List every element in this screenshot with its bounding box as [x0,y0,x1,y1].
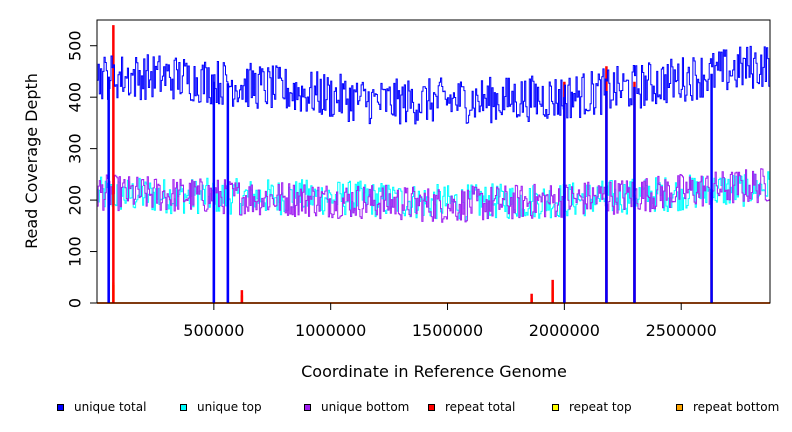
legend-swatch-repeat-total [428,403,435,411]
legend-item-unique-top: unique top [180,400,262,414]
legend-item-repeat-bottom: repeat bottom [676,400,779,414]
y-axis-title: Read Coverage Depth [22,73,41,249]
legend-label-repeat-bottom: repeat bottom [693,400,780,414]
y-tick-label-2: 200 [66,185,85,216]
y-tick-label-3: 300 [66,133,85,164]
series-line-unique-bottom [97,168,771,223]
legend-label-repeat-top: repeat top [569,400,632,414]
series-layer [97,25,771,304]
y-tick-label-4: 400 [66,82,85,113]
legend-label-unique-total: unique total [74,400,147,414]
x-tick-label-1: 1000000 [295,321,366,340]
legend-swatch-unique-bottom [304,403,311,411]
legend-label-unique-top: unique top [197,400,262,414]
plot-frame [96,19,771,304]
x-tick-label-3: 2000000 [529,321,600,340]
legend-swatch-unique-total [57,403,64,411]
legend-swatch-unique-top [180,403,187,411]
x-axis: 500000 1000000 1500000 2000000 2500000 [183,303,717,340]
x-tick-label-2: 1500000 [412,321,483,340]
legend: unique total unique top unique bottom repea… [0,400,792,420]
legend-item-repeat-total: repeat total [428,400,515,414]
legend-item-unique-bottom: unique bottom [304,400,409,414]
y-tick-label-1: 100 [66,236,85,267]
x-tick-label-0: 500000 [183,321,244,340]
x-tick-label-4: 2500000 [646,321,717,340]
coverage-chart: 500000 1000000 1500000 2000000 2500000 0 100 2… [22,19,771,381]
x-axis-title: Coordinate in Reference Genome [301,362,567,381]
legend-swatch-repeat-top [552,403,559,411]
legend-label-unique-bottom: unique bottom [321,400,410,414]
y-tick-label-5: 500 [66,30,85,61]
series-line-unique-total [97,45,771,125]
legend-swatch-repeat-bottom [676,403,683,411]
legend-item-repeat-top: repeat top [552,400,632,414]
legend-item-unique-total: unique total [57,400,146,414]
y-tick-label-0: 0 [66,298,85,308]
legend-label-repeat-total: repeat total [445,400,516,414]
y-axis: 0 100 200 300 400 500 [66,30,97,308]
